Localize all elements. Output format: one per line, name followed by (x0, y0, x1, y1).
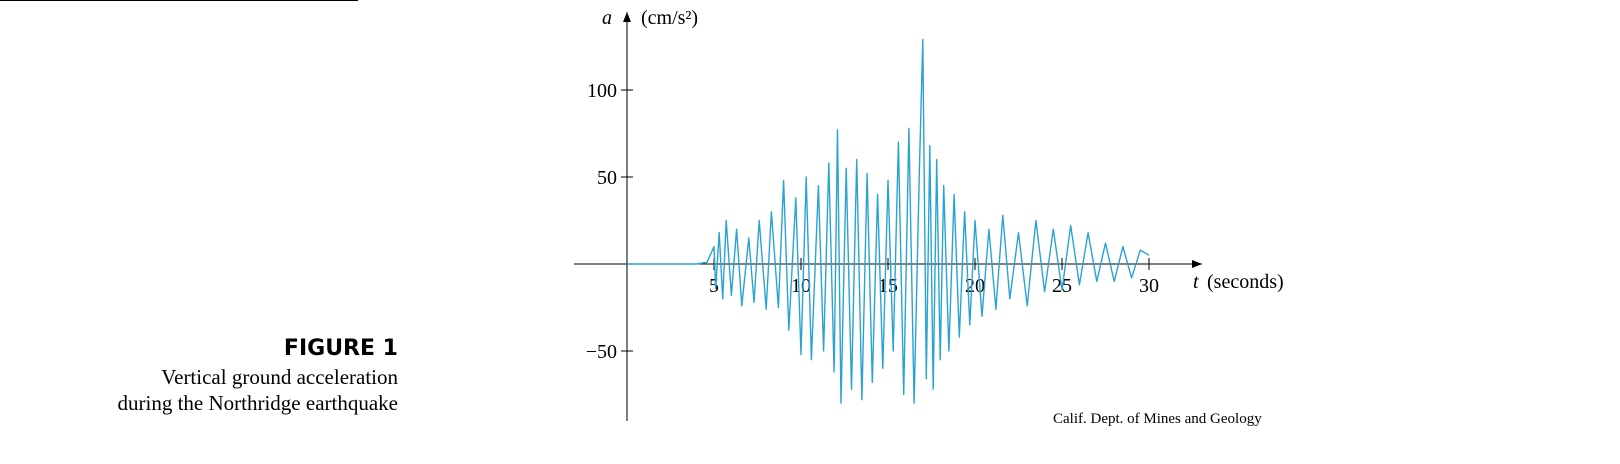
y-tick-label: 100 (587, 80, 617, 102)
figure-caption: FIGURE 1 Vertical ground acceleration du… (118, 334, 399, 416)
y-axis-var: a (602, 7, 612, 29)
y-axis-unit: (cm/s²) (641, 7, 698, 29)
y-tick-label: −50 (586, 341, 617, 363)
x-axis-unit: (seconds) (1207, 271, 1284, 293)
y-tick-label: 50 (597, 167, 617, 189)
acceleration-series-line (627, 38, 1150, 404)
x-tick-label: 10 (791, 275, 811, 297)
series-group (627, 38, 1150, 404)
x-tick-label: 5 (709, 275, 719, 297)
x-tick-label: 15 (878, 275, 898, 297)
top-rule (0, 0, 358, 1)
x-axis-var: t (1193, 271, 1199, 293)
figure-label: FIGURE 1 (283, 336, 398, 361)
source-note: Calif. Dept. of Mines and Geology (1053, 411, 1262, 427)
x-tick-label: 30 (1139, 275, 1159, 297)
figure-caption-line2: during the Northridge earthquake (117, 391, 399, 415)
figure-caption-line1: Vertical ground acceleration (161, 365, 398, 389)
